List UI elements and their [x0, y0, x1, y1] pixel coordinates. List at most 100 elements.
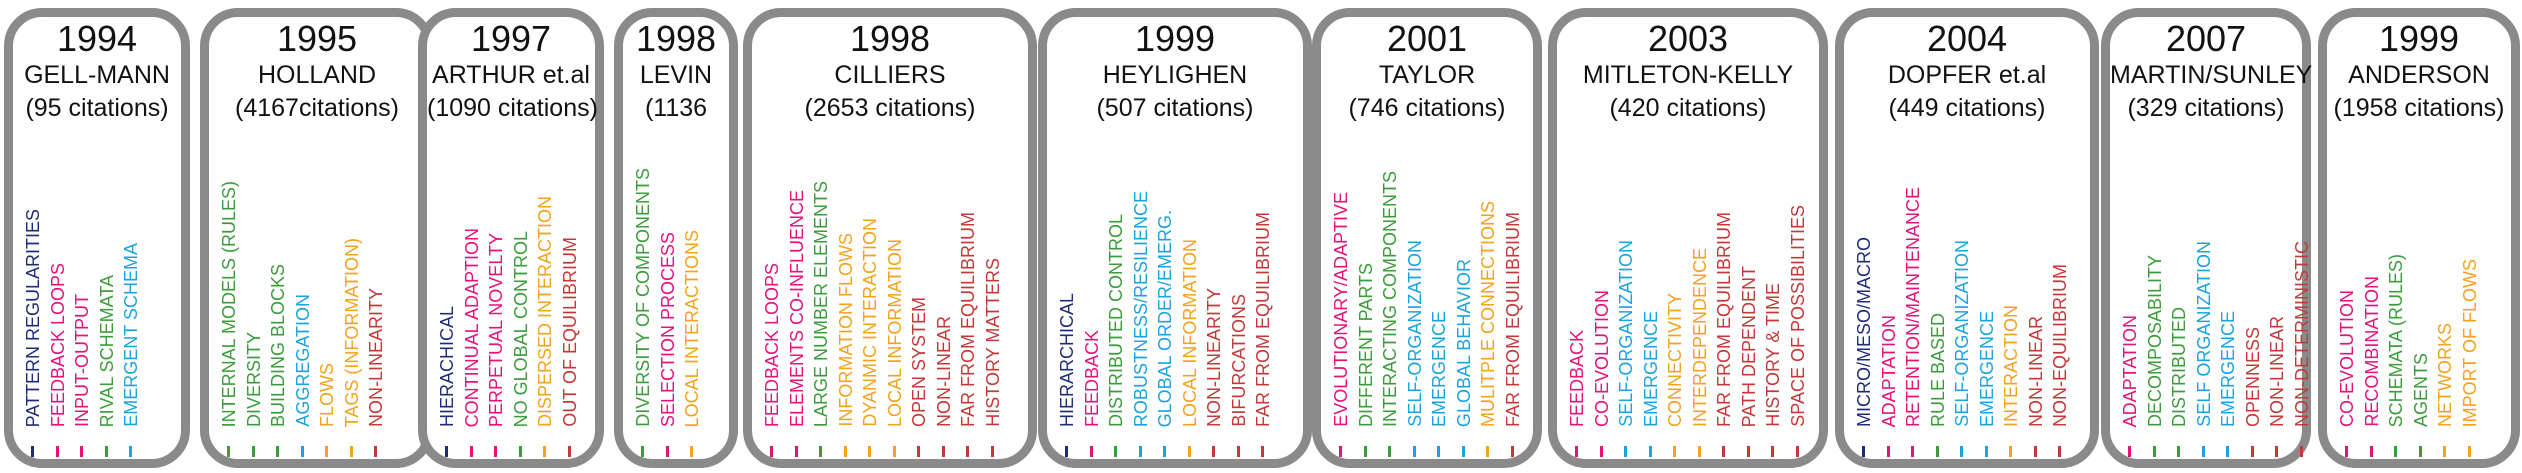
property-tick	[1886, 446, 1890, 457]
property-tick	[1862, 446, 1865, 457]
property-tick	[2418, 446, 2422, 457]
box-author: ARTHUR et.al	[432, 61, 590, 89]
property-label: LOCAL INFORMATION	[884, 238, 905, 427]
property-label: FEEDBACK LOOPS	[47, 262, 68, 427]
property-label: HISTORY MATTERS	[982, 258, 1003, 427]
property-label: SELF-ORGANIZATION	[1616, 240, 1636, 427]
property-label: PERPETUAL NOVELTY	[486, 232, 506, 427]
author-box: 2003 MITLETON-KELLY (420 citations) FEEDBAC…	[1548, 8, 1828, 468]
property-tick	[2467, 446, 2471, 457]
box-year: 2001	[1386, 18, 1468, 59]
property-label: FAR FROM EQUILIBRIUM	[1253, 211, 1273, 427]
box-author: CILLIERS	[834, 61, 946, 89]
property-tick	[2128, 446, 2131, 457]
property-label: SELECTION PROCESS	[657, 231, 678, 427]
property-label: DYANMIC INTERACTION	[860, 218, 880, 427]
box-citations: (4167citations)	[235, 94, 399, 122]
author-box: 1999 HEYLIGHEN (507 citations) HIERARCHICAL…	[1038, 8, 1312, 468]
box-header: 1999 ANDERSON (1958 citations)	[2327, 19, 2511, 125]
box-author: LEVIN	[639, 61, 713, 89]
property-tick	[2226, 446, 2229, 457]
box-author: MITLETON-KELLY	[1582, 61, 1794, 89]
box-citations: (329 citations)	[2127, 94, 2285, 122]
author-box: 1997 ARTHUR et.al (1090 citations) HIERACHI…	[418, 8, 604, 468]
property-tick	[2275, 446, 2278, 457]
property-tick	[2443, 446, 2446, 457]
property-tick	[2345, 446, 2348, 457]
property-tick	[1212, 446, 1215, 457]
property-tick	[80, 446, 83, 457]
property-label: ADAPTATION	[2120, 314, 2140, 427]
property-tick	[104, 446, 108, 457]
property-tick	[1599, 446, 1603, 457]
property-label: BIFURCATIONS	[1228, 294, 1249, 427]
box-header: 2004 DOPFER et.al (449 citations)	[1844, 19, 2090, 125]
property-tick	[1363, 446, 1367, 457]
box-year: 1994	[56, 18, 138, 59]
property-label: INFORMATION FLOWS	[835, 233, 856, 427]
box-citations: (95 citations)	[25, 94, 169, 122]
property-tick	[794, 446, 798, 457]
author-box: 2001 TAYLOR (746 citations) EVOLUTIONARY/AD…	[1312, 8, 1542, 468]
property-label: NON-LINEARITY	[366, 287, 386, 427]
box-author: DOPFER et.al	[1887, 61, 2047, 89]
box-year: 1999	[1134, 18, 1216, 59]
property-label: LARGE NUMBER ELEMENTS	[811, 180, 831, 427]
property-tick	[1187, 446, 1191, 457]
author-box: 1995 HOLLAND (4167citations) INTERNAL MODEL…	[200, 8, 434, 468]
property-label: DISPERSED INTERACTION	[535, 195, 555, 427]
property-tick	[300, 446, 304, 457]
box-citations: (449 citations)	[1888, 94, 2046, 122]
property-label: EMERGENCE	[2218, 310, 2238, 427]
property-label: MULITPLE CONNECTIONS	[1478, 200, 1498, 427]
box-header: 1998 CILLIERS (2653 citations)	[752, 19, 1028, 125]
box-author: GELL-MANN	[24, 61, 170, 89]
box-year: 1998	[849, 18, 931, 59]
property-tick	[1648, 446, 1652, 457]
property-label: IMPORT OF FLOWS	[2459, 258, 2480, 427]
property-label: INTERDEPENDENCE	[1689, 247, 1710, 427]
property-label: DECOMPOSABILITY	[2144, 254, 2165, 427]
property-tick	[1388, 446, 1391, 457]
property-tick	[2369, 446, 2373, 457]
property-label: NON-LINEAR	[2267, 315, 2287, 427]
property-label: NON-LINEAR	[933, 315, 954, 427]
property-tick	[1746, 446, 1750, 457]
property-tick	[1437, 446, 1440, 457]
box-citations: (1136	[644, 94, 708, 122]
property-tick	[641, 446, 644, 457]
property-tick	[1163, 446, 1166, 457]
property-tick	[843, 446, 847, 457]
property-tick	[1935, 446, 1939, 457]
property-tick	[966, 446, 969, 457]
property-tick	[892, 446, 896, 457]
property-tick	[1771, 446, 1774, 457]
property-label: DIVERSITY OF COMPONENTS	[633, 168, 653, 427]
property-tick	[2250, 446, 2254, 457]
property-tick	[31, 446, 34, 457]
property-label: GLOBAL BEHAVIOR	[1453, 258, 1474, 427]
property-label: NON-LINEAR	[2025, 315, 2046, 427]
property-tick	[325, 446, 328, 457]
property-tick	[567, 446, 571, 457]
property-tick	[990, 446, 994, 457]
box-year: 2007	[2165, 18, 2247, 59]
property-tick	[1236, 446, 1240, 457]
author-box: 1994 GELL-MANN (95 citations) PATTERN REGUL…	[4, 8, 190, 468]
property-label: SELF ORGANIZATION	[2193, 241, 2214, 427]
property-tick	[374, 446, 377, 457]
property-tick	[2058, 446, 2061, 457]
property-label: SPACE OF POSSIBILITIES	[1787, 205, 1808, 427]
box-header: 1999 HEYLIGHEN (507 citations)	[1047, 19, 1303, 125]
property-label: LOCAL INFORMATION	[1179, 238, 1200, 427]
property-label: INTERNAL MODELS (RULES)	[219, 180, 239, 427]
property-tick	[1697, 446, 1701, 457]
box-header: 1994 GELL-MANN (95 citations)	[13, 19, 181, 125]
box-header: 1995 HOLLAND (4167citations)	[209, 19, 425, 125]
property-label: ELEMENTS CO-INFLUENCE	[786, 189, 807, 427]
author-box: 1998 CILLIERS (2653 citations) FEEDBACK LOO…	[743, 8, 1037, 468]
property-label: OUT OF EQUILIBRIUM	[559, 237, 580, 427]
box-header: 2001 TAYLOR (746 citations)	[1321, 19, 1533, 125]
box-author: ANDERSON	[2348, 61, 2490, 89]
property-label: INTERACTING COMPONENTS	[1380, 170, 1400, 427]
